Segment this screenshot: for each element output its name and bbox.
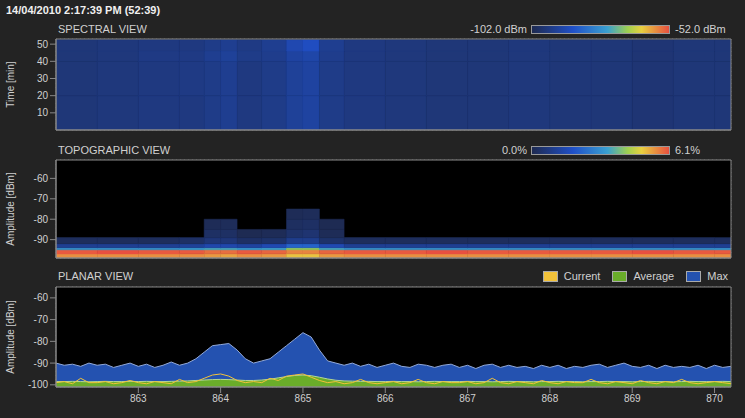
svg-text:866: 866 bbox=[377, 393, 394, 404]
svg-text:869: 869 bbox=[624, 393, 641, 404]
svg-text:Time [min]: Time [min] bbox=[5, 61, 16, 108]
svg-text:868: 868 bbox=[542, 393, 559, 404]
svg-text:-70: -70 bbox=[34, 314, 49, 325]
svg-text:-80: -80 bbox=[34, 336, 49, 347]
svg-text:-90: -90 bbox=[34, 234, 49, 245]
svg-text:40: 40 bbox=[37, 56, 49, 67]
html-text:Max: Max bbox=[707, 270, 728, 282]
html-text:6.1%: 6.1% bbox=[675, 144, 701, 156]
svg-text:20: 20 bbox=[37, 90, 49, 101]
html-text:TOPOGRAPHIC VIEW: TOPOGRAPHIC VIEW bbox=[58, 144, 171, 156]
svg-text:863: 863 bbox=[130, 393, 147, 404]
svg-text:-60: -60 bbox=[34, 173, 49, 184]
html-text:Average: Average bbox=[633, 270, 675, 282]
svg-text:10: 10 bbox=[37, 107, 49, 118]
html-text:14/04/2010 2:17:39 PM (52:39): 14/04/2010 2:17:39 PM (52:39) bbox=[6, 4, 161, 16]
svg-text:865: 865 bbox=[295, 393, 312, 404]
html-text:0.0%: 0.0% bbox=[501, 144, 527, 156]
html-text:Current: Current bbox=[563, 270, 601, 282]
svg-text:Amplitude [dBm]: Amplitude [dBm] bbox=[5, 172, 16, 246]
html-text:SPECTRAL VIEW: SPECTRAL VIEW bbox=[58, 23, 147, 35]
html-text:-52.0 dBm: -52.0 dBm bbox=[675, 23, 726, 35]
svg-text:-70: -70 bbox=[34, 193, 49, 204]
svg-text:-80: -80 bbox=[34, 214, 49, 225]
svg-text:864: 864 bbox=[212, 393, 229, 404]
html-text:-102.0 dBm: -102.0 dBm bbox=[470, 23, 527, 35]
svg-text:30: 30 bbox=[37, 73, 49, 84]
svg-text:Amplitude [dBm]: Amplitude [dBm] bbox=[5, 300, 16, 374]
svg-text:-90: -90 bbox=[34, 358, 49, 369]
svg-text:870: 870 bbox=[706, 393, 723, 404]
svg-text:-100: -100 bbox=[28, 379, 48, 390]
svg-text:50: 50 bbox=[37, 39, 49, 50]
svg-text:867: 867 bbox=[459, 393, 476, 404]
html-text:PLANAR VIEW: PLANAR VIEW bbox=[58, 270, 134, 282]
svg-text:-60: -60 bbox=[34, 292, 49, 303]
